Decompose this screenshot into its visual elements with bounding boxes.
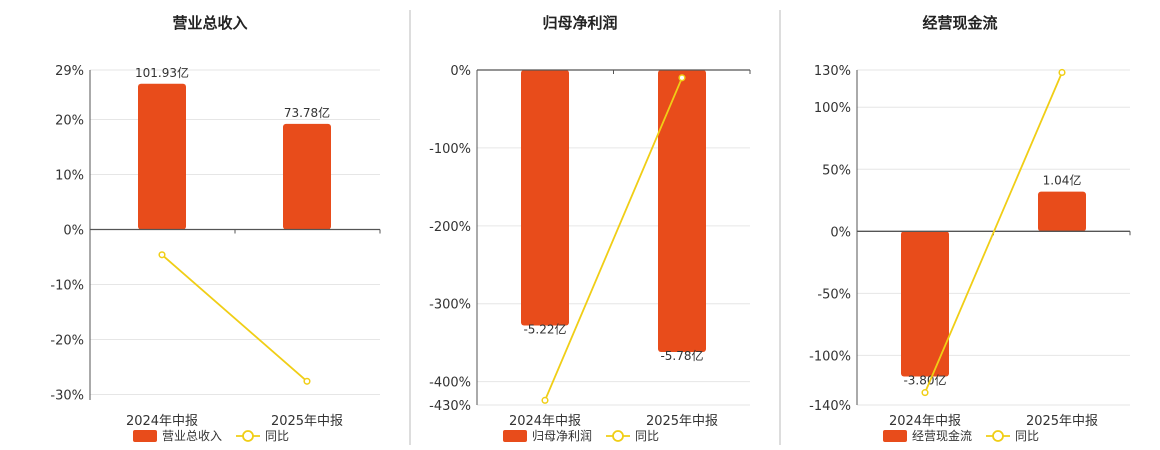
- x-category-label: 2024年中报: [509, 414, 581, 429]
- bar-data-label: 1.04亿: [1043, 173, 1082, 188]
- y-tick-label: -300%: [429, 298, 471, 313]
- yoy-line: [924, 72, 1063, 393]
- y-tick-label: -10%: [50, 279, 84, 294]
- legend-line-marker: [242, 430, 254, 442]
- x-category-label: 2025年中报: [1026, 414, 1098, 429]
- chart-title: 营业总收入: [172, 14, 247, 32]
- y-tick-label: -30%: [50, 389, 84, 404]
- y-tick-label: -100%: [429, 142, 471, 157]
- x-category-label: 2024年中报: [889, 414, 961, 429]
- y-tick-label: -430%: [429, 399, 471, 414]
- bar: [901, 231, 949, 377]
- y-tick-label: 20%: [55, 114, 84, 129]
- y-tick-label: 130%: [814, 64, 851, 79]
- y-tick-label: -50%: [817, 287, 851, 302]
- y-tick-label: -200%: [429, 220, 471, 235]
- y-tick-label: 50%: [822, 163, 851, 178]
- yoy-line: [544, 77, 683, 401]
- bar-data-label: -5.22亿: [523, 322, 566, 337]
- bar: [138, 83, 186, 230]
- y-tick-label: -100%: [809, 349, 851, 364]
- legend-bar-label: 经营现金流: [912, 428, 972, 443]
- y-tick-label: 0%: [63, 224, 84, 239]
- yoy-point: [158, 251, 166, 259]
- bar-data-label: -5.78亿: [660, 348, 703, 363]
- x-category-label: 2025年中报: [271, 414, 343, 429]
- yoy-point: [303, 377, 311, 385]
- bar-data-label: 101.93亿: [135, 65, 189, 80]
- x-category-label: 2024年中报: [126, 414, 198, 429]
- yoy-line: [161, 254, 308, 382]
- legend-line-label: 同比: [1015, 429, 1039, 443]
- y-tick-label: -140%: [809, 399, 851, 414]
- bar: [283, 123, 331, 230]
- bar-data-label: -3.80亿: [903, 372, 946, 387]
- legend-bar-label: 归母净利润: [532, 429, 592, 443]
- yoy-point: [921, 389, 929, 397]
- yoy-point: [541, 396, 549, 404]
- legend-line-marker: [612, 430, 624, 442]
- y-tick-label: 100%: [814, 101, 851, 116]
- y-tick-label: 29%: [55, 64, 84, 79]
- legend-line-label: 同比: [635, 429, 659, 443]
- y-tick-label: -20%: [50, 334, 84, 349]
- chart-title: 经营现金流: [922, 14, 997, 32]
- bar-data-label: 73.78亿: [284, 105, 330, 120]
- legend-bar-swatch: [503, 430, 527, 442]
- y-tick-label: -400%: [429, 376, 471, 391]
- y-tick-label: 10%: [55, 169, 84, 184]
- y-tick-label: 0%: [830, 225, 851, 240]
- chart-title: 归母净利润: [542, 14, 617, 32]
- legend-bar-label: 营业总收入: [162, 429, 222, 443]
- x-category-label: 2025年中报: [646, 414, 718, 429]
- legend-line-marker: [992, 430, 1004, 442]
- yoy-point: [1058, 68, 1066, 77]
- legend-line-label: 同比: [265, 429, 289, 443]
- legend-bar-swatch: [883, 430, 907, 442]
- y-tick-label: 0%: [450, 64, 471, 79]
- bar: [1038, 191, 1086, 232]
- legend-bar-swatch: [133, 430, 157, 442]
- bar: [521, 70, 569, 326]
- bar: [658, 70, 706, 353]
- yoy-point: [678, 74, 686, 82]
